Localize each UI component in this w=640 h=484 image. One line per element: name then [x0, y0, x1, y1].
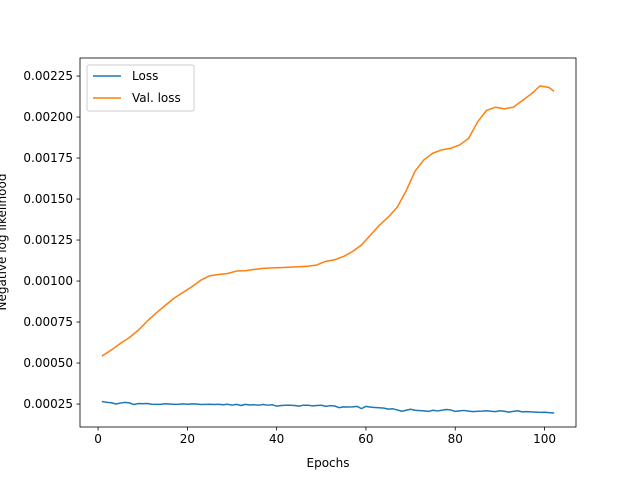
- y-tick-label: 0.00025: [23, 397, 73, 411]
- y-tick-label: 0.00175: [23, 151, 73, 165]
- x-tick-label: 80: [448, 432, 463, 446]
- x-axis-label: Epochs: [307, 456, 350, 470]
- x-tick-label: 100: [533, 432, 556, 446]
- y-tick-label: 0.00150: [23, 192, 73, 206]
- legend: Loss Val. loss: [86, 64, 195, 112]
- y-tick-label: 0.00050: [23, 356, 73, 370]
- series-line-val-loss: [101, 85, 555, 357]
- y-tick-label: 0.00125: [23, 233, 73, 247]
- y-axis-label: Negative log likelihood: [0, 174, 9, 311]
- axes: 0 20 40 60 80 100 0.00025 0.00050 0.00075 0.00100…: [23, 57, 577, 446]
- y-tick-label: 0.00225: [23, 69, 73, 83]
- plot-area: [101, 85, 555, 414]
- x-tick-label: 0: [94, 432, 102, 446]
- x-tick-label: 60: [358, 432, 373, 446]
- legend-entry: Val. loss: [132, 91, 181, 105]
- x-tick-label: 20: [180, 432, 195, 446]
- y-tick-label: 0.00075: [23, 315, 73, 329]
- x-tick-label: 40: [269, 432, 284, 446]
- series-line-loss: [101, 400, 555, 414]
- legend-entry: Loss: [132, 69, 158, 83]
- y-tick-label: 0.00200: [23, 110, 73, 124]
- y-tick-label: 0.00100: [23, 274, 73, 288]
- axes-frame: [79, 57, 577, 428]
